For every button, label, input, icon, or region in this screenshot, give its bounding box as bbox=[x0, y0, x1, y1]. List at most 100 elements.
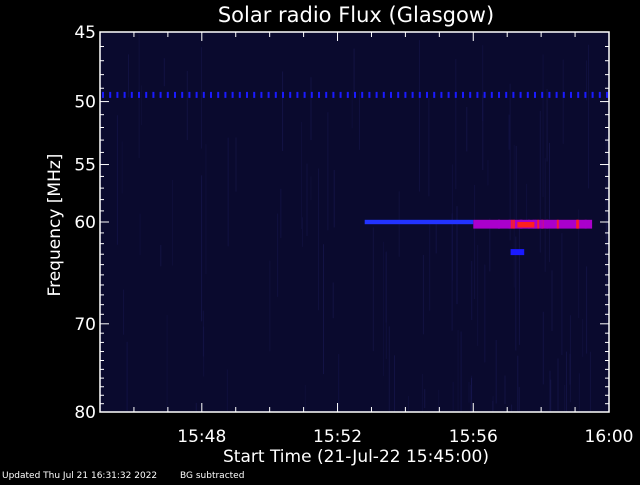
noise-streak bbox=[492, 400, 494, 412]
interference-dot bbox=[541, 91, 544, 98]
interference-dot bbox=[310, 91, 313, 98]
noise-streak bbox=[202, 310, 204, 357]
noise-streak bbox=[484, 264, 486, 363]
noise-streak bbox=[456, 206, 458, 305]
noise-streak bbox=[310, 176, 312, 201]
noise-streak bbox=[451, 213, 453, 331]
interference-dot bbox=[390, 91, 392, 98]
interference-dot bbox=[231, 91, 234, 98]
noise-streak bbox=[607, 136, 609, 247]
interference-dot bbox=[325, 91, 328, 98]
noise-streak bbox=[385, 252, 387, 323]
interference-dot bbox=[130, 91, 133, 98]
plot-area bbox=[100, 32, 609, 412]
interference-dot bbox=[289, 91, 292, 98]
interference-dot bbox=[397, 91, 400, 98]
interference-dot bbox=[598, 91, 601, 98]
burst-band-weak bbox=[364, 219, 474, 225]
noise-streak bbox=[566, 351, 567, 412]
interference-dot bbox=[591, 91, 594, 98]
interference-dot bbox=[476, 91, 479, 98]
noise-streak bbox=[515, 236, 517, 351]
noise-streak bbox=[526, 183, 528, 227]
interference-dot bbox=[505, 91, 508, 98]
interference-dot bbox=[246, 91, 248, 98]
noise-streak bbox=[163, 58, 165, 87]
burst-core bbox=[517, 222, 535, 228]
interference-dot bbox=[145, 91, 148, 98]
noise-streak bbox=[338, 354, 340, 412]
noise-streak bbox=[557, 358, 559, 411]
noise-streak bbox=[226, 369, 228, 412]
burst-streak bbox=[508, 219, 511, 229]
interference-dot bbox=[188, 91, 191, 98]
burst-streak bbox=[546, 219, 549, 229]
noise-streak bbox=[578, 209, 580, 318]
noise-streak bbox=[408, 396, 409, 412]
noise-streak bbox=[422, 254, 424, 335]
noise-streak bbox=[421, 374, 423, 412]
interference-dot bbox=[346, 91, 349, 98]
noise-streak bbox=[470, 384, 472, 412]
x-tick-label: 15:56 bbox=[449, 427, 498, 447]
interference-dot bbox=[512, 91, 515, 98]
noise-streak bbox=[388, 326, 390, 412]
interference-dot bbox=[584, 91, 587, 98]
blip bbox=[510, 249, 525, 256]
noise-streak bbox=[562, 59, 564, 144]
noise-streak bbox=[549, 210, 550, 263]
chart-title: Solar radio Flux (Glasgow) bbox=[218, 3, 494, 27]
noise-streak bbox=[588, 44, 590, 189]
noise-streak bbox=[474, 184, 476, 299]
interference-dot bbox=[303, 91, 306, 98]
interference-dot bbox=[382, 91, 385, 98]
noise-streak bbox=[549, 142, 550, 219]
interference-dot bbox=[274, 91, 277, 98]
interference-dot bbox=[526, 91, 529, 98]
noise-streak bbox=[372, 227, 374, 352]
interference-dot bbox=[433, 91, 436, 98]
noise-streak bbox=[438, 389, 440, 412]
noise-streak bbox=[544, 158, 546, 272]
noise-streak bbox=[323, 244, 324, 375]
noise-streak bbox=[160, 245, 162, 267]
y-tick-label: 45 bbox=[74, 23, 96, 43]
noise-streak bbox=[509, 83, 511, 241]
noise-streak bbox=[333, 170, 335, 228]
noise-streak bbox=[318, 168, 320, 311]
interference-dot bbox=[570, 91, 572, 98]
noise-streak bbox=[282, 71, 284, 151]
interference-dot bbox=[152, 91, 155, 98]
interference-dot bbox=[174, 91, 176, 98]
y-axis-label: Frequency [MHz] bbox=[45, 154, 65, 297]
y-tick-label: 70 bbox=[74, 315, 96, 335]
interference-dot bbox=[555, 91, 558, 98]
interference-dot bbox=[332, 91, 335, 98]
noise-streak bbox=[332, 282, 334, 319]
burst-streak bbox=[577, 219, 580, 229]
noise-streak bbox=[301, 121, 303, 229]
interference-dot bbox=[282, 91, 284, 98]
interference-dot bbox=[138, 91, 140, 98]
noise-streak bbox=[358, 91, 360, 150]
interference-dot bbox=[166, 91, 169, 98]
noise-streak bbox=[306, 163, 308, 237]
noise-streak bbox=[549, 370, 551, 412]
noise-streak bbox=[468, 381, 470, 403]
noise-streak bbox=[277, 213, 279, 297]
interference-dot bbox=[418, 91, 421, 98]
x-tick-label: 15:52 bbox=[313, 427, 362, 447]
noise-streak bbox=[477, 245, 479, 346]
noise-streak bbox=[495, 340, 497, 404]
noise-streak bbox=[280, 188, 282, 238]
interference-dot bbox=[159, 91, 162, 98]
noise-streak bbox=[385, 251, 387, 359]
interference-dot bbox=[202, 91, 205, 98]
noise-streak bbox=[203, 326, 205, 377]
interference-dot bbox=[577, 91, 580, 98]
burst-streak bbox=[537, 219, 540, 229]
interference-dot bbox=[440, 91, 443, 98]
noise-streak bbox=[428, 98, 430, 197]
noise-streak bbox=[452, 381, 454, 412]
